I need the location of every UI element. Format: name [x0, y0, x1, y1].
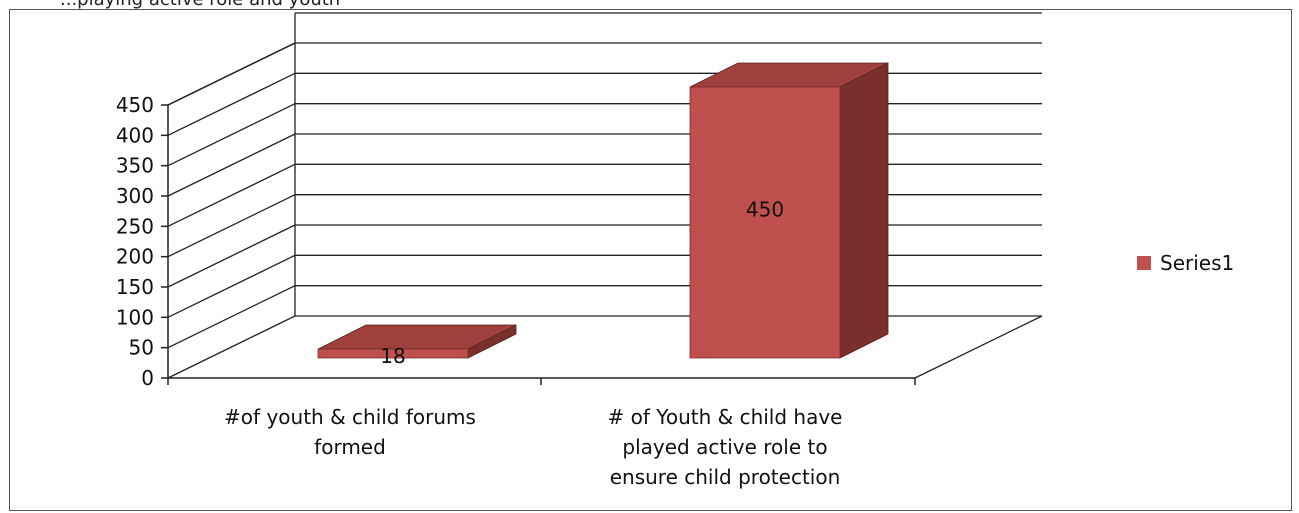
category-label: played active role to — [622, 435, 827, 459]
bar-side — [839, 62, 889, 359]
bar — [317, 348, 469, 359]
floor-right-edge — [914, 315, 1043, 379]
gridline-diagonal — [167, 224, 296, 288]
y-tick-label: 200 — [116, 245, 154, 269]
y-tick-label: 400 — [116, 123, 154, 147]
y-tick-label: 50 — [129, 336, 154, 360]
y-tick-label: 350 — [116, 154, 154, 178]
legend: Series1 — [1137, 251, 1234, 275]
gridline-diagonal — [167, 163, 296, 227]
gridline-diagonal — [167, 42, 296, 106]
category-label: #of youth & child forums — [224, 405, 476, 429]
category-label: ensure child protection — [610, 465, 841, 489]
gridlines — [167, 12, 1042, 379]
axes — [167, 13, 1043, 385]
gridline-diagonal — [167, 194, 296, 258]
gridline-diagonal — [167, 254, 296, 318]
y-tick-label: 150 — [116, 275, 154, 299]
y-tick-label: 300 — [116, 184, 154, 208]
legend-swatch — [1137, 256, 1151, 270]
gridline-diagonal — [167, 285, 296, 349]
category-label: # of Youth & child have — [608, 405, 843, 429]
gridline-diagonal — [167, 315, 296, 379]
y-tick-label: 0 — [141, 366, 154, 390]
bar — [689, 86, 841, 359]
legend-label: Series1 — [1160, 251, 1234, 275]
top-caption-fragment: ...playing active role and youth — [0, 0, 1299, 10]
y-tick-label: 100 — [116, 305, 154, 329]
gridline-diagonal — [167, 72, 296, 136]
data-labels: 18 450 — [380, 198, 784, 369]
category-labels: #of youth & child forums formed # of Youth… — [224, 405, 842, 489]
category-label: formed — [314, 435, 386, 459]
bars — [317, 62, 889, 359]
y-tick-label: 250 — [116, 214, 154, 238]
gridline-diagonal — [167, 103, 296, 167]
y-tick-label: 450 — [116, 93, 154, 117]
data-label: 18 — [380, 344, 405, 368]
gridline-diagonal — [167, 133, 296, 197]
data-label: 450 — [746, 198, 784, 222]
y-axis-ticks: 0 50 100 150 200 250 300 350 400 450 — [116, 93, 168, 390]
